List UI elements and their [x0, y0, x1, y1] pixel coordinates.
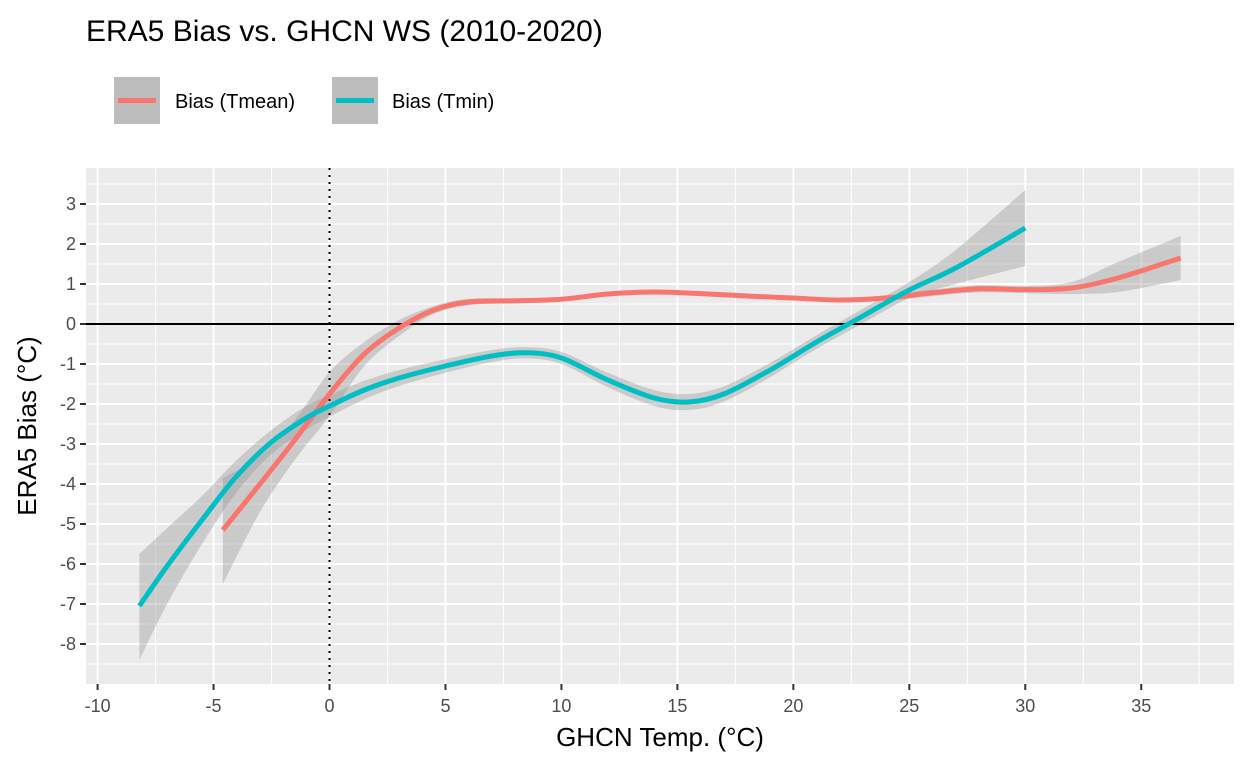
x-axis: -10 -5 0 5 10 15 20 25 30 35 [85, 684, 1151, 716]
series-line-2 [137, 225, 1027, 608]
y-tick-label: 2 [66, 234, 76, 254]
x-tick-label: 35 [1131, 696, 1151, 716]
x-tick-label: 25 [899, 696, 919, 716]
y-tick-label: 0 [66, 314, 76, 334]
legend: Bias (Tmean) Bias (Tmin) [114, 77, 494, 124]
x-tick-label: 15 [667, 696, 687, 716]
legend-label-2: Bias (Tmin) [392, 91, 494, 113]
y-tick-label: -2 [60, 394, 76, 414]
y-axis: 3 2 1 0 -1 -2 -3 -4 -5 -6 -7 -8 [60, 194, 86, 654]
y-tick-label: -3 [60, 434, 76, 454]
chart-title: ERA5 Bias vs. GHCN WS (2010-2020) [86, 15, 603, 48]
y-tick-label: 1 [66, 274, 76, 294]
x-tick-label: -10 [85, 696, 111, 716]
legend-label-1: Bias (Tmean) [175, 91, 295, 113]
x-tick-label: -5 [206, 696, 222, 716]
x-tick-label: 5 [440, 696, 450, 716]
x-axis-label: GHCN Temp. (°C) [556, 722, 764, 752]
series-line-1 [220, 255, 1182, 532]
y-tick-label: -8 [60, 634, 76, 654]
plot-panel [86, 168, 1234, 684]
y-tick-label: -6 [60, 554, 76, 574]
x-tick-label: 10 [551, 696, 571, 716]
reference-lines [86, 168, 1234, 684]
y-axis-label: ERA5 Bias (°C) [12, 336, 42, 515]
y-tick-label: -4 [60, 474, 76, 494]
x-tick-label: 20 [783, 696, 803, 716]
series-lines [137, 225, 1182, 608]
y-tick-label: -7 [60, 594, 76, 614]
x-tick-label: 30 [1015, 696, 1035, 716]
y-tick-label: -1 [60, 354, 76, 374]
x-tick-label: 0 [325, 696, 335, 716]
y-tick-label: 3 [66, 194, 76, 214]
y-tick-label: -5 [60, 514, 76, 534]
